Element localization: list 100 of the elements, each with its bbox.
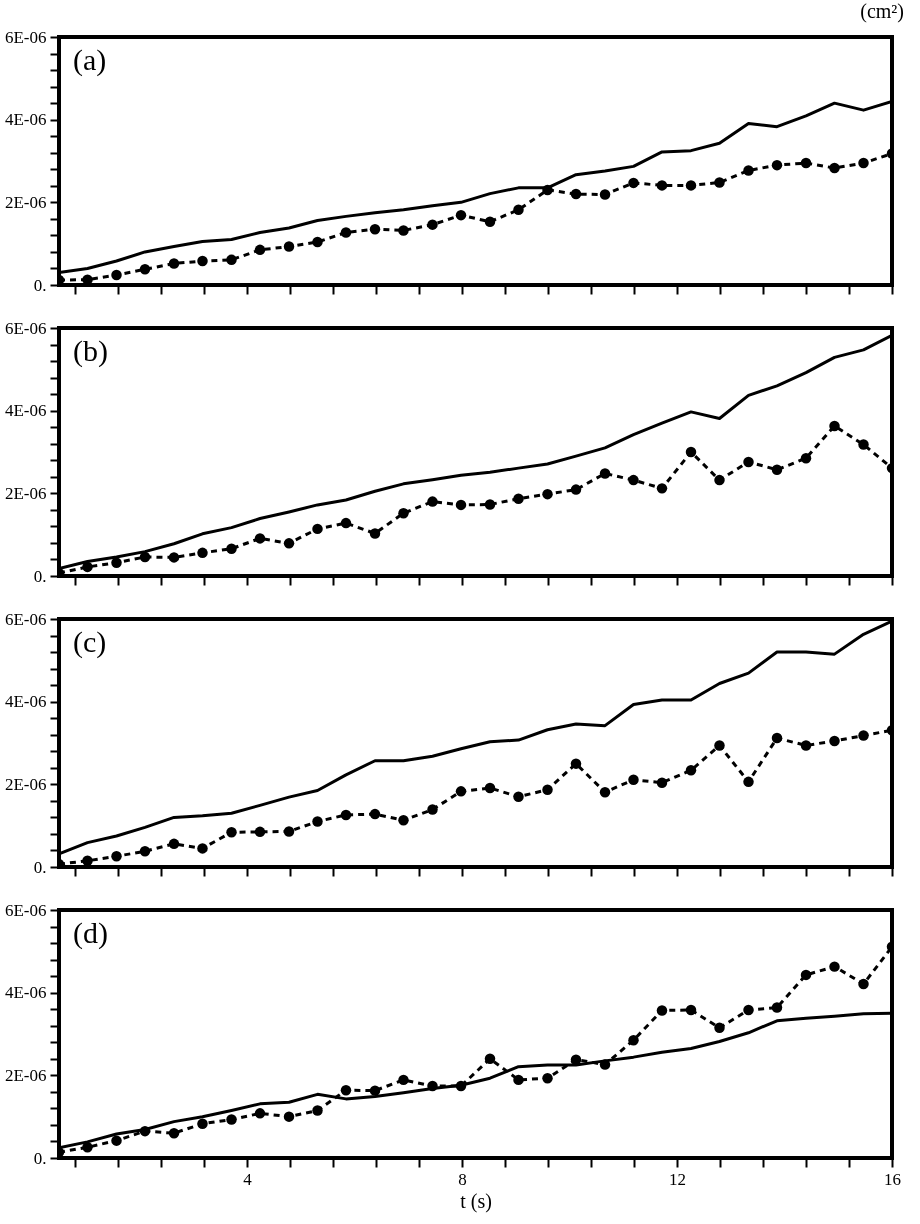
point [455, 786, 467, 797]
point [197, 1118, 208, 1129]
point [82, 1142, 93, 1153]
point [628, 177, 639, 189]
point [168, 838, 180, 850]
point [111, 269, 122, 281]
point [484, 216, 496, 227]
point [599, 786, 611, 798]
point [484, 1053, 496, 1065]
point [829, 162, 840, 174]
y-axis-title: (cm²) [860, 0, 904, 23]
point [340, 517, 352, 529]
point [312, 816, 323, 827]
point [771, 1002, 783, 1013]
y-tick-label: 4E-06 [4, 692, 47, 712]
point [829, 420, 840, 432]
point [771, 464, 783, 476]
point [283, 1111, 295, 1122]
point [111, 851, 122, 862]
point [369, 528, 381, 539]
y-tick-label: 0. [33, 275, 47, 295]
point [685, 180, 697, 191]
point [254, 533, 266, 544]
y-tick-label: 0. [33, 566, 47, 586]
point [168, 552, 180, 563]
point [398, 507, 409, 519]
y-tick-label: 2E-06 [4, 1065, 47, 1085]
point [599, 189, 611, 200]
point [226, 254, 237, 266]
point [542, 1072, 553, 1084]
point [139, 846, 151, 857]
point [312, 523, 323, 535]
x-tick-label: 4 [243, 1169, 253, 1189]
annotation: (c) [73, 625, 107, 659]
y-tick-label: 2E-06 [4, 483, 47, 503]
point [254, 826, 266, 838]
point [139, 264, 151, 275]
point [771, 159, 783, 171]
point [455, 1080, 467, 1092]
point [829, 735, 840, 747]
point [800, 157, 812, 169]
y-tick-label: 2E-06 [4, 192, 47, 212]
point [427, 219, 438, 230]
point [743, 456, 754, 468]
point [513, 204, 524, 216]
annotation: (a) [73, 43, 107, 77]
point [628, 474, 639, 486]
x-tick-label: 8 [458, 1169, 467, 1189]
point [254, 244, 266, 256]
point [197, 547, 208, 559]
point [427, 496, 438, 507]
point [340, 809, 352, 821]
point [312, 236, 323, 248]
point [427, 804, 438, 815]
point [513, 493, 524, 504]
point [283, 538, 295, 549]
y-tick-label: 6E-06 [4, 318, 47, 338]
x-tick-label: 16 [884, 1169, 901, 1189]
y-tick-label: 6E-06 [4, 27, 47, 47]
point [858, 439, 869, 450]
point [283, 826, 295, 837]
annotation: (b) [73, 334, 108, 368]
point [656, 180, 668, 191]
point [513, 1074, 524, 1086]
point [312, 1105, 323, 1116]
x-tick-label: 12 [669, 1169, 687, 1189]
point [570, 758, 582, 769]
point [111, 557, 122, 569]
point [685, 765, 697, 776]
point [111, 1135, 122, 1146]
point [369, 1085, 381, 1096]
point [570, 188, 582, 200]
point [197, 255, 208, 267]
point [685, 1004, 697, 1016]
y-tick-label: 0. [33, 1148, 47, 1168]
point [714, 1022, 725, 1034]
point [800, 452, 812, 464]
y-tick-label: 6E-06 [4, 900, 47, 920]
point [858, 157, 869, 169]
point [168, 258, 180, 269]
point [685, 446, 697, 458]
point [283, 241, 295, 252]
point [570, 484, 582, 495]
point [484, 782, 496, 794]
point [139, 551, 151, 563]
point [197, 843, 208, 854]
point [771, 732, 783, 744]
point [714, 177, 725, 188]
y-tick-label: 4E-06 [4, 983, 47, 1003]
point [455, 499, 467, 511]
point [656, 1005, 668, 1016]
point [628, 1034, 639, 1046]
point [369, 223, 381, 235]
point [340, 1084, 352, 1096]
y-tick-label: 4E-06 [4, 110, 47, 130]
point [226, 1114, 237, 1125]
point [542, 784, 553, 795]
point [455, 209, 467, 221]
point [226, 543, 237, 554]
point [398, 1074, 409, 1086]
